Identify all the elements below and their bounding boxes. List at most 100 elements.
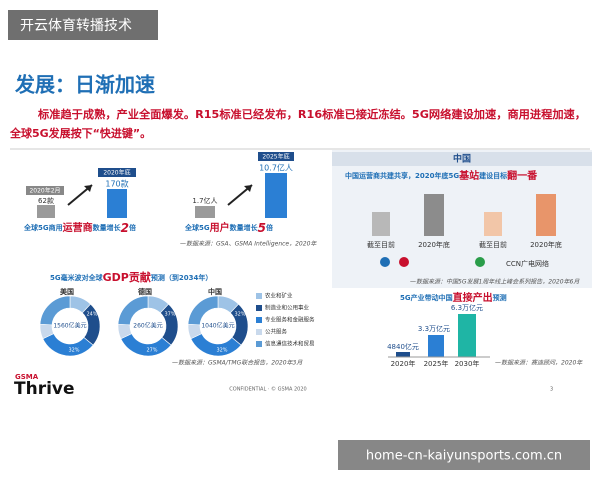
donut-pct: 32% [216, 348, 227, 354]
broadcaster: CCN广电网络 [506, 259, 549, 268]
logo [380, 257, 390, 267]
title-part: 直接产出 [453, 291, 493, 304]
donut-pct: 37% [164, 312, 175, 318]
cylinder [536, 194, 556, 236]
tag-box [8, 10, 158, 40]
bar [265, 173, 287, 218]
legend-swatch [256, 341, 262, 347]
legend-label: 专业服务和金融服务 [265, 316, 315, 324]
bar [107, 189, 127, 218]
label-box [26, 186, 64, 195]
value: 3.3万亿元 [418, 324, 450, 333]
label-box [98, 168, 136, 177]
caption-part: 2 [121, 221, 129, 235]
legend-swatch [256, 293, 262, 299]
year: 2025年 [424, 359, 449, 368]
bar [458, 314, 476, 357]
caption: 全球5G用户数量增长5倍 [184, 221, 273, 235]
caption-part: 全球5G [184, 223, 210, 232]
bar [37, 205, 55, 218]
donut-pct: 24% [86, 312, 97, 318]
brand: GSMA [15, 373, 39, 381]
caption-part: 倍 [266, 223, 273, 232]
subtitle-part: 翻一番 [507, 169, 538, 182]
tag: 开云体育转播技术 [20, 18, 132, 34]
subtitle-part: 建设目标 [479, 171, 507, 180]
country: 中国 [208, 287, 222, 296]
subtitle-part: 中国运营商共建共享，2020年底5G [345, 171, 459, 180]
legend-label: 公共服务 [265, 328, 288, 336]
panel-title: 中国 [453, 153, 471, 165]
caption-part: 倍 [129, 223, 136, 232]
donut-segment [117, 295, 149, 326]
donut-value: 1040亿美元 [201, 322, 234, 330]
cylinder [484, 212, 502, 236]
value: 4840亿元 [387, 342, 419, 351]
logo [475, 257, 485, 267]
output-title: 5G产业带动中国直接产出预测 [400, 291, 507, 304]
intro-line: 全球5G发展按下“快进键”。 [9, 126, 151, 140]
panel-subtitle: 中国运营商共建共享，2020年底5G基站建设目标翻一番 [345, 169, 538, 182]
title-part: 5G毫米波对全球 [50, 273, 104, 282]
caption: 全球5G商用运营商数量增长2倍 [23, 221, 136, 235]
donut-pct: 32% [68, 348, 79, 354]
donut-pct: 32% [234, 312, 245, 318]
bar-label: 截至目前 [479, 240, 507, 249]
bar [428, 335, 444, 357]
cylinder [424, 194, 444, 236]
bar-label: 2020年底 [530, 240, 562, 249]
legend-label: 农业和矿业 [265, 292, 293, 300]
donut-value: 260亿美元 [133, 322, 162, 330]
caption-part: 用户 [209, 221, 230, 234]
intro-line: 标准趋于成熟，产业全面爆发。R15标准已经发布，R16标准已接近冻结。5G网络建… [37, 107, 586, 121]
legend-label: 信息通信技术和贸易 [265, 340, 315, 348]
page-number: 3 [550, 387, 553, 393]
caption-part: 数量增长 [230, 223, 259, 232]
panel-header [332, 152, 592, 166]
source: —数据来源：GSMA/TMG联合报告，2020年3月 [172, 359, 303, 367]
caption-part: 运营商 [63, 221, 93, 234]
donut-segment [39, 295, 71, 326]
caption-part: 5 [258, 221, 266, 235]
arrow-head [244, 185, 252, 192]
country: 美国 [60, 287, 74, 296]
legend-swatch [256, 329, 262, 335]
subtitle-part: 基站 [458, 169, 479, 182]
logo [399, 257, 409, 267]
notice: CONFIDENTIAL · © GSMA 2020 [229, 386, 306, 393]
slide-title: 发展：日渐加速 [14, 73, 155, 97]
url[interactable]: home-cn-kaiyunsports.com.cn [366, 449, 562, 464]
value: 170款 [105, 179, 128, 189]
country: 德国 [138, 287, 152, 296]
legend-label: 制造业和公用事业 [265, 304, 310, 312]
bar-label: 截至目前 [367, 240, 395, 249]
year: 2030年 [455, 359, 480, 368]
bar-label: 2020年底 [418, 240, 450, 249]
value: 62款 [38, 196, 54, 205]
label: 2025年底 [262, 153, 289, 161]
title-part: 预测 [493, 293, 507, 302]
bar [396, 352, 410, 357]
gdp-title: 5G毫米波对全球GDP贡献预测（到2034年） [50, 270, 212, 284]
donut-value: 1560亿美元 [53, 322, 86, 330]
value: 10.7亿人 [259, 163, 293, 173]
title-part: 预测（到2034年） [151, 273, 212, 282]
legend-swatch [256, 317, 262, 323]
label: 2020年2月 [29, 187, 60, 195]
donut-pct: 27% [146, 348, 157, 354]
source: —数据来源：GSA、GSMA Intelligence，2020年 [180, 240, 317, 248]
caption-part: 数量增长 [93, 223, 122, 232]
title-part: GDP贡献 [103, 270, 151, 284]
donut-segment [187, 295, 219, 326]
title-part: 5G产业带动中国 [400, 293, 453, 302]
product: Thrive [14, 379, 75, 399]
value: 6.3万亿元 [451, 303, 483, 312]
label-box [258, 152, 294, 161]
label: 2020年底 [103, 169, 130, 177]
source: —数据来源：中国5G发展1周年线上峰会系列报告，2020年6月 [410, 278, 580, 286]
bar [195, 206, 215, 218]
